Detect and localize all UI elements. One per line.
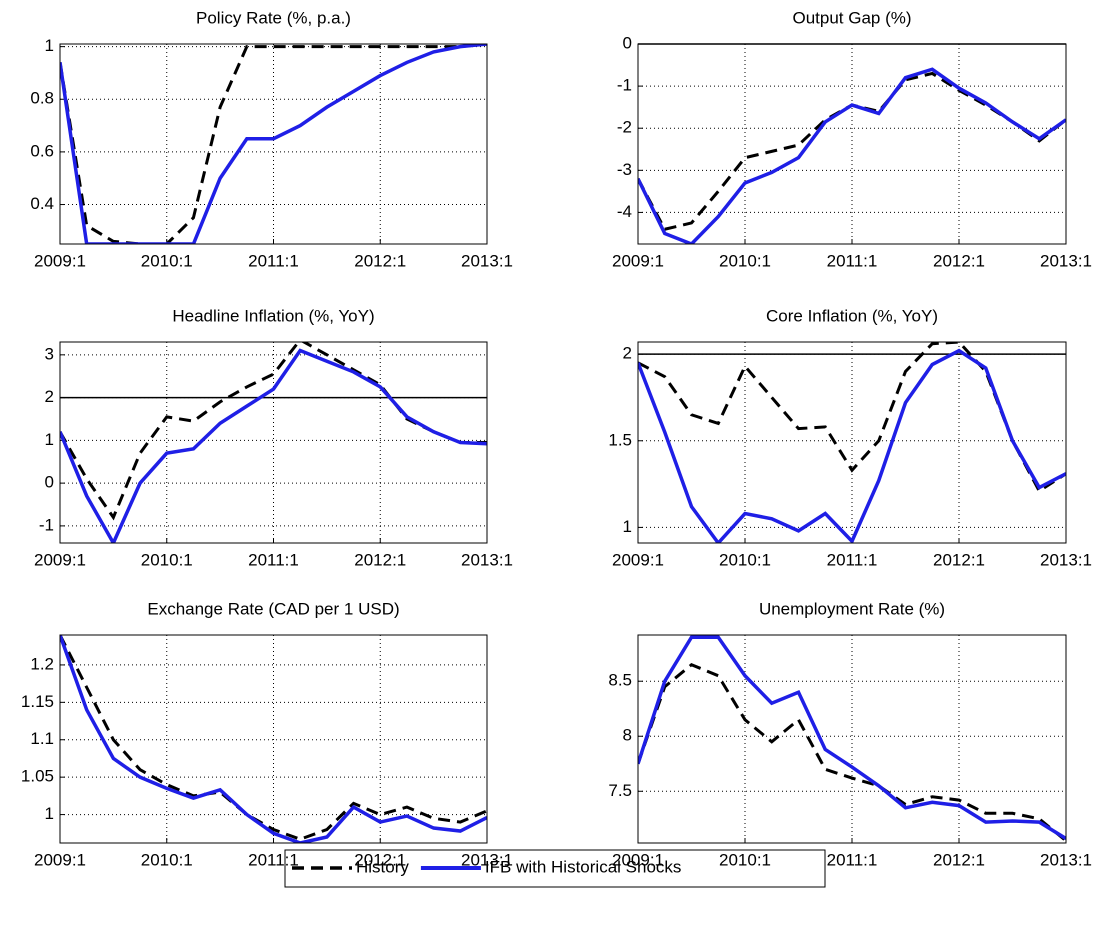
axes-frame bbox=[637, 634, 1067, 844]
x-tick-label: 2009:1 bbox=[612, 850, 664, 869]
x-tick-label: 2012:1 bbox=[933, 850, 985, 869]
x-tick-label: 2011:1 bbox=[827, 251, 878, 270]
chart-title: Output Gap (%) bbox=[792, 8, 911, 27]
series-line bbox=[60, 44, 487, 244]
y-tick-label: -2 bbox=[617, 118, 632, 137]
y-tick-label: 3 bbox=[45, 344, 54, 363]
y-tick-label: 1 bbox=[45, 430, 54, 449]
x-tick-label: 2011:1 bbox=[248, 251, 299, 270]
series-line bbox=[638, 67, 1066, 244]
axes-frame bbox=[637, 341, 1067, 544]
y-tick-label: 0 bbox=[45, 473, 54, 492]
legend-label: IFB with Historical Shocks bbox=[485, 857, 682, 876]
chart-title: Headline Inflation (%, YoY) bbox=[172, 306, 374, 325]
chart-title: Policy Rate (%, p.a.) bbox=[196, 8, 351, 27]
y-tick-label: -4 bbox=[617, 202, 632, 221]
series-line bbox=[638, 348, 1066, 543]
y-tick-label: -1 bbox=[617, 76, 632, 95]
x-tick-label: 2009:1 bbox=[34, 850, 86, 869]
y-tick-label: 1 bbox=[623, 517, 632, 536]
x-tick-label: 2011:1 bbox=[248, 550, 299, 569]
x-tick-label: 2010:1 bbox=[141, 850, 193, 869]
chart-title: Unemployment Rate (%) bbox=[759, 599, 945, 618]
x-tick-label: 2012:1 bbox=[354, 251, 406, 270]
x-tick-label: 2011:1 bbox=[827, 550, 878, 569]
series-line bbox=[638, 662, 1066, 842]
axes-frame bbox=[637, 43, 1067, 245]
y-tick-label: -1 bbox=[39, 515, 54, 534]
x-tick-label: 2012:1 bbox=[354, 550, 406, 569]
y-tick-label: 0.4 bbox=[30, 194, 54, 213]
y-tick-label: 1.15 bbox=[21, 692, 54, 711]
x-tick-label: 2013:1 bbox=[1040, 251, 1092, 270]
y-tick-label: 0 bbox=[623, 33, 632, 52]
x-tick-label: 2011:1 bbox=[248, 850, 299, 869]
x-tick-label: 2009:1 bbox=[612, 550, 664, 569]
series-line bbox=[60, 635, 487, 841]
series-line bbox=[638, 635, 1066, 841]
x-tick-label: 2012:1 bbox=[933, 251, 985, 270]
legend-box bbox=[284, 849, 826, 888]
x-tick-label: 2013:1 bbox=[1040, 550, 1092, 569]
y-tick-label: 0.8 bbox=[30, 89, 54, 108]
x-tick-label: 2010:1 bbox=[719, 850, 771, 869]
chart-title: Core Inflation (%, YoY) bbox=[766, 306, 938, 325]
series-line bbox=[60, 635, 487, 843]
legend-label: History bbox=[356, 857, 409, 876]
y-tick-label: 1 bbox=[45, 804, 54, 823]
x-tick-label: 2010:1 bbox=[141, 251, 193, 270]
x-tick-label: 2013:1 bbox=[1040, 850, 1092, 869]
y-tick-label: 1.2 bbox=[30, 654, 54, 673]
y-tick-label: 1 bbox=[45, 36, 54, 55]
y-tick-label: 1.5 bbox=[608, 430, 632, 449]
y-tick-label: 7.5 bbox=[608, 781, 632, 800]
y-tick-label: 8 bbox=[623, 726, 632, 745]
y-tick-label: 0.6 bbox=[30, 141, 54, 160]
y-tick-label: 1.1 bbox=[30, 729, 54, 748]
y-tick-label: 2 bbox=[45, 387, 54, 406]
chart-title: Exchange Rate (CAD per 1 USD) bbox=[147, 599, 399, 618]
x-tick-label: 2010:1 bbox=[141, 550, 193, 569]
x-tick-label: 2009:1 bbox=[34, 550, 86, 569]
x-tick-label: 2010:1 bbox=[719, 251, 771, 270]
x-tick-label: 2010:1 bbox=[719, 550, 771, 569]
y-tick-label: 2 bbox=[623, 344, 632, 363]
y-tick-label: 8.5 bbox=[608, 671, 632, 690]
x-tick-label: 2011:1 bbox=[827, 850, 878, 869]
axes-frame bbox=[59, 634, 488, 844]
x-tick-label: 2013:1 bbox=[461, 550, 513, 569]
axes-frame bbox=[59, 341, 488, 544]
y-tick-label: -3 bbox=[617, 160, 632, 179]
x-tick-label: 2013:1 bbox=[461, 251, 513, 270]
x-tick-label: 2012:1 bbox=[933, 550, 985, 569]
series-line bbox=[60, 348, 487, 543]
x-tick-label: 2013:1 bbox=[461, 850, 513, 869]
x-tick-label: 2009:1 bbox=[34, 251, 86, 270]
axes-frame bbox=[59, 43, 488, 245]
x-tick-label: 2009:1 bbox=[612, 251, 664, 270]
x-tick-label: 2012:1 bbox=[354, 850, 406, 869]
y-tick-label: 1.05 bbox=[21, 767, 54, 786]
